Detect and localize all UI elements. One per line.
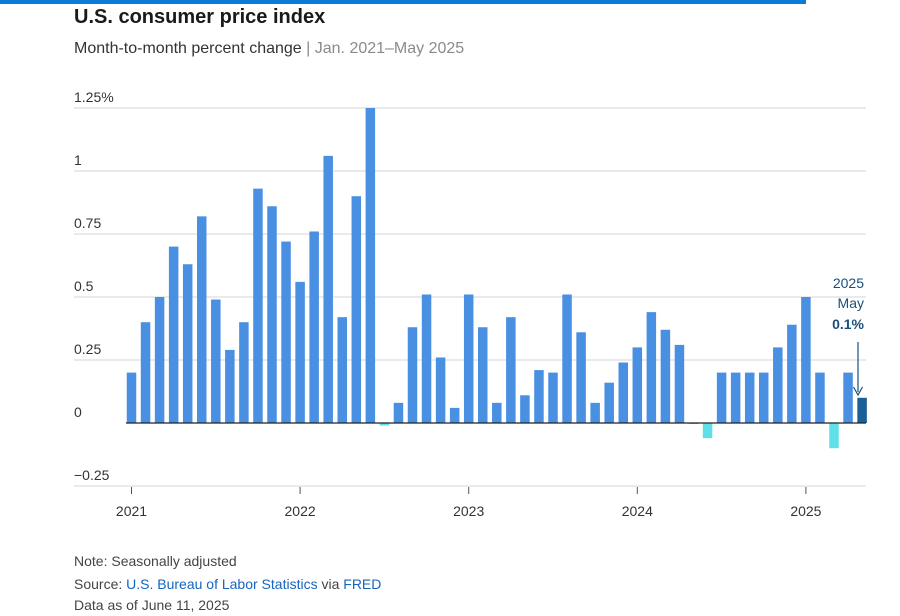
bar xyxy=(801,297,811,423)
bar xyxy=(267,206,277,423)
bar xyxy=(773,347,783,423)
bar xyxy=(548,372,558,423)
bar xyxy=(281,241,291,423)
bar xyxy=(337,317,347,423)
bar xyxy=(829,423,839,449)
bar xyxy=(449,407,460,423)
x-tick-label: 2025 xyxy=(790,503,821,519)
footnote-seasonally-adjusted: Note: Seasonally adjusted xyxy=(74,553,237,569)
bar xyxy=(253,188,263,423)
bar xyxy=(618,362,628,423)
bar xyxy=(674,344,685,423)
bar xyxy=(435,357,446,423)
subtitle-date-range: Jan. 2021–May 2025 xyxy=(314,40,465,57)
bar xyxy=(211,299,221,423)
x-tick-label: 2022 xyxy=(285,503,316,519)
bar xyxy=(646,312,657,423)
bar xyxy=(716,372,727,423)
bar xyxy=(506,317,516,423)
y-tick-label: −0.25 xyxy=(74,467,110,483)
bar xyxy=(787,324,797,423)
bar xyxy=(365,108,376,423)
bar xyxy=(590,402,600,423)
source-line: Source: U.S. Bureau of Labor Statistics … xyxy=(74,576,381,592)
bar xyxy=(730,372,741,423)
data-as-of: Data as of June 11, 2025 xyxy=(74,597,230,613)
subtitle-separator: | xyxy=(306,40,311,57)
bar xyxy=(295,281,305,423)
y-tick-label: 0.25 xyxy=(74,341,101,357)
bar xyxy=(478,327,488,423)
bar xyxy=(197,216,207,423)
bar xyxy=(154,297,165,423)
bar xyxy=(140,322,151,423)
bar xyxy=(562,294,572,423)
y-tick-label: 1 xyxy=(74,152,82,168)
annotation-month: May xyxy=(838,295,864,311)
y-tick-label: 0.75 xyxy=(74,215,101,231)
bar xyxy=(379,423,390,426)
bar xyxy=(660,329,671,423)
bar xyxy=(534,370,544,423)
bar xyxy=(857,397,867,423)
y-tick-label: 0 xyxy=(74,404,82,420)
cpi-bar-chart: 1.25% 1 0.75 0.5 0.25 0 −0.25 2021 2022 2023 2024 2… xyxy=(74,89,867,519)
bar xyxy=(182,264,193,423)
bars-layer xyxy=(126,108,867,449)
source-fred-link[interactable]: FRED xyxy=(343,576,382,592)
bar xyxy=(126,372,137,423)
bar xyxy=(759,372,769,423)
bar xyxy=(463,294,474,423)
source-bls-link[interactable]: U.S. Bureau of Labor Statistics xyxy=(126,576,318,592)
bar xyxy=(323,155,333,423)
bar xyxy=(407,327,418,423)
bar xyxy=(168,246,179,423)
subtitle-main: Month-to-month percent change xyxy=(74,40,302,57)
bar xyxy=(239,322,249,423)
bar xyxy=(632,347,643,423)
x-tick-label: 2021 xyxy=(116,503,147,519)
source-via: via xyxy=(317,576,344,592)
bar xyxy=(421,294,432,423)
bar xyxy=(492,402,502,423)
annotation-layer: 2025 May 0.1% xyxy=(832,275,865,397)
bar xyxy=(309,231,319,423)
chart-title: U.S. consumer price index xyxy=(74,6,326,28)
axis-layer: 1.25% 1 0.75 0.5 0.25 0 −0.25 2021 2022 2023 2024 2… xyxy=(74,89,866,519)
x-tick-label: 2023 xyxy=(453,503,484,519)
y-tick-label: 1.25% xyxy=(74,89,114,105)
bar xyxy=(393,402,404,423)
top-accent-bar xyxy=(0,0,806,4)
bar xyxy=(843,372,853,423)
source-prefix: Source: xyxy=(74,576,127,592)
x-tick-label: 2024 xyxy=(622,503,653,519)
bar xyxy=(576,332,586,423)
bar xyxy=(604,382,614,423)
bar xyxy=(351,196,362,423)
bar xyxy=(702,423,713,439)
annotation-year: 2025 xyxy=(833,275,864,291)
y-tick-label: 0.5 xyxy=(74,278,94,294)
chart-subtitle: Month-to-month percent change | Jan. 202… xyxy=(74,40,464,58)
bar xyxy=(225,349,235,423)
bar xyxy=(520,395,530,423)
bar xyxy=(815,372,825,423)
bar xyxy=(744,372,755,423)
annotation-value: 0.1% xyxy=(832,316,864,332)
annotation-arrow-head xyxy=(852,386,864,397)
